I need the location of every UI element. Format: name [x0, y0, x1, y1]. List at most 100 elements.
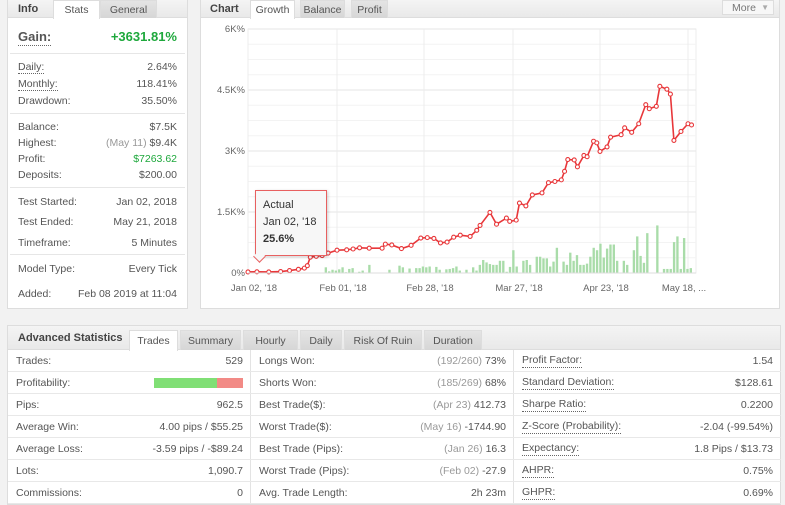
x-tick-label: Jan 02, '18: [231, 283, 277, 294]
stat-row-average-loss: Average Loss: -3.59 pips / -$89.24: [8, 438, 251, 460]
timeframe-value: 5 Minutes: [131, 237, 177, 249]
model-type-value: Every Tick: [128, 263, 177, 275]
tab-profit[interactable]: Profit: [351, 0, 388, 18]
gain-label[interactable]: Gain:: [18, 29, 52, 46]
tab-stats[interactable]: Stats: [53, 0, 100, 19]
profit-bar: [515, 266, 518, 273]
growth-point: [477, 222, 483, 228]
stat-value: 16.3: [485, 443, 506, 455]
y-tick-label: 3K%: [225, 146, 246, 157]
stat-value-wrap: 0: [237, 482, 243, 503]
profit-bar: [642, 262, 646, 273]
growth-point: [451, 234, 457, 240]
tab-daily[interactable]: Daily: [300, 330, 342, 350]
stat-value-wrap: 0.75%: [743, 460, 773, 481]
profit-bar: [348, 268, 351, 273]
profit-bar: [435, 266, 438, 273]
growth-point: [667, 91, 673, 97]
growth-point: [636, 121, 642, 127]
divider: [10, 53, 185, 54]
growth-point: [597, 148, 603, 154]
stat-label[interactable]: GHPR:: [522, 485, 556, 500]
stat-label[interactable]: Sharpe Ratio:: [522, 397, 587, 412]
stat-value: -27.9: [482, 465, 506, 477]
stat-label[interactable]: Profit Factor:: [522, 353, 583, 368]
deposits-value: $200.00: [139, 169, 177, 181]
profit-bar: [451, 268, 455, 273]
x-tick-label: May 18, ...: [662, 283, 706, 294]
growth-point: [379, 245, 385, 251]
added-row: Added: Feb 08 2019 at 11:04: [18, 287, 177, 301]
growth-point: [474, 227, 480, 233]
profit-bar: [525, 259, 528, 273]
profit-value: $7263.62: [133, 153, 177, 165]
profitability-bar: [154, 377, 243, 388]
growth-point: [487, 209, 493, 215]
added-value: Feb 08 2019 at 11:04: [77, 288, 177, 300]
daily-label[interactable]: Daily:: [18, 61, 45, 74]
stat-value-wrap: 1.54: [753, 350, 773, 371]
growth-point: [431, 235, 437, 241]
tab-growth[interactable]: Growth: [250, 0, 295, 19]
growth-point: [688, 122, 695, 128]
growth-point: [629, 129, 635, 135]
stat-label: Best Trade (Pips):: [259, 443, 344, 455]
tab-balance[interactable]: Balance: [300, 0, 345, 18]
stat-row-expectancy: Expectancy: 1.8 Pips / $13.73: [514, 438, 781, 460]
stat-value: 0.2200: [740, 399, 773, 411]
more-dropdown[interactable]: More ▼: [722, 0, 774, 15]
profit-bar: [338, 269, 341, 273]
stat-value: -3.59 pips / -$89.24: [152, 443, 243, 455]
profit-bar: [428, 266, 431, 273]
growth-point: [444, 239, 450, 245]
growth-point: [503, 215, 509, 221]
x-tick-label: Apr 23, '18: [583, 283, 629, 294]
profit-bar: [622, 260, 626, 273]
growth-point: [408, 242, 414, 248]
info-panel: Info Stats General Gain: +3631.81% Daily…: [7, 0, 188, 309]
daily-row: Daily: 2.64%: [18, 60, 177, 74]
profit-bar: [465, 269, 468, 273]
drawdown-value: 35.50%: [141, 95, 177, 107]
test-started-row: Test Started: Jan 02, 2018: [18, 195, 177, 209]
profit-bar: [328, 271, 331, 273]
tab-risk-of-ruin[interactable]: Risk Of Ruin: [344, 330, 422, 350]
stat-label: Average Win:: [16, 421, 79, 433]
stat-note: (May 16): [420, 421, 462, 433]
divider: [10, 254, 185, 255]
profit-bar: [555, 247, 559, 273]
deposits-row: Deposits: $200.00: [18, 168, 177, 182]
stat-label[interactable]: AHPR:: [522, 463, 555, 478]
highest-row: Highest: (May 11) $9.4K: [18, 136, 177, 150]
tab-summary[interactable]: Summary: [180, 330, 241, 350]
tab-duration[interactable]: Duration: [424, 330, 482, 350]
tab-trades[interactable]: Trades: [129, 330, 178, 351]
growth-point: [344, 247, 350, 253]
profit-bar: [478, 264, 482, 273]
tab-general[interactable]: General: [100, 0, 157, 18]
drawdown-row: Drawdown: 35.50%: [18, 94, 177, 108]
stat-label[interactable]: Standard Deviation:: [522, 375, 615, 390]
stat-label[interactable]: Z-Score (Probability):: [522, 419, 622, 434]
monthly-label[interactable]: Monthly:: [18, 78, 58, 91]
tab-info[interactable]: Info: [18, 3, 39, 15]
stat-label: Pips:: [16, 399, 40, 411]
stat-value-wrap: (192/260) 73%: [437, 350, 506, 371]
stat-label[interactable]: Expectancy:: [522, 441, 580, 456]
stat-label: Commissions:: [16, 487, 82, 499]
growth-point: [565, 156, 571, 163]
tab-hourly[interactable]: Hourly: [243, 330, 298, 350]
stat-value: -1744.90: [464, 421, 506, 433]
stat-row-sharpe-ratio: Sharpe Ratio: 0.2200: [514, 394, 781, 416]
growth-point: [304, 263, 310, 269]
profit-label: Profit:: [18, 153, 46, 165]
balance-row: Balance: $7.5K: [18, 120, 177, 134]
profit-bar: [545, 258, 549, 273]
stat-row-shorts-won: Shorts Won: (185/269) 68%: [251, 372, 514, 394]
profit-bar: [361, 270, 364, 273]
stat-label: Shorts Won:: [259, 377, 317, 389]
model-type-label: Model Type:: [18, 263, 76, 275]
profit-bar: [669, 268, 672, 273]
divider: [10, 113, 185, 114]
stat-note: (185/269): [437, 377, 483, 389]
